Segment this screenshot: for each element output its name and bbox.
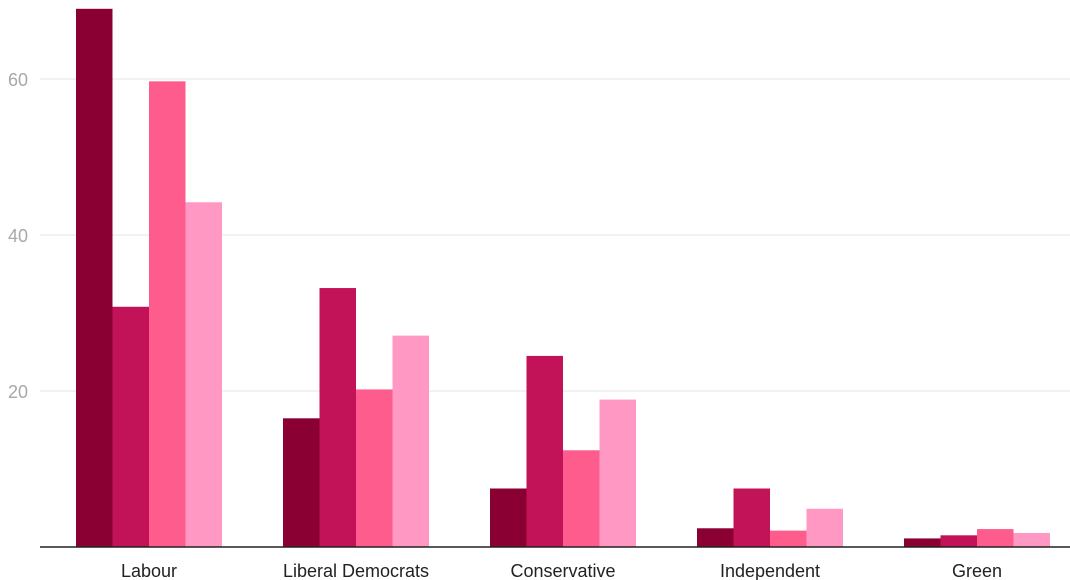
bar (185, 202, 222, 548)
bar (563, 450, 600, 547)
bar (76, 8, 113, 548)
bar (319, 288, 356, 547)
bar (977, 529, 1014, 547)
bar (733, 488, 770, 547)
bar (1013, 532, 1050, 547)
y-tick-label: 20 (8, 382, 28, 402)
bar (490, 488, 527, 547)
y-axis-ticks: 20 40 60 (8, 70, 28, 402)
x-tick-label: Green (952, 561, 1002, 580)
bar (806, 508, 843, 547)
bar (392, 335, 429, 547)
bar (356, 389, 393, 547)
x-axis-ticks: Labour Liberal Democrats Conservative Indep… (121, 561, 1002, 580)
x-tick-label: Liberal Democrats (283, 561, 429, 580)
bar (770, 530, 807, 547)
bar (904, 538, 941, 547)
bar (283, 418, 320, 547)
bar (940, 535, 977, 547)
y-tick-label: 60 (8, 70, 28, 90)
x-tick-label: Labour (121, 561, 177, 580)
bars (76, 8, 1050, 548)
bar (149, 81, 186, 547)
bar (112, 306, 149, 547)
x-tick-label: Independent (720, 561, 820, 580)
y-tick-label: 40 (8, 226, 28, 246)
bar (526, 355, 563, 547)
bar (599, 399, 636, 547)
x-tick-label: Conservative (510, 561, 615, 580)
bar (697, 528, 734, 547)
